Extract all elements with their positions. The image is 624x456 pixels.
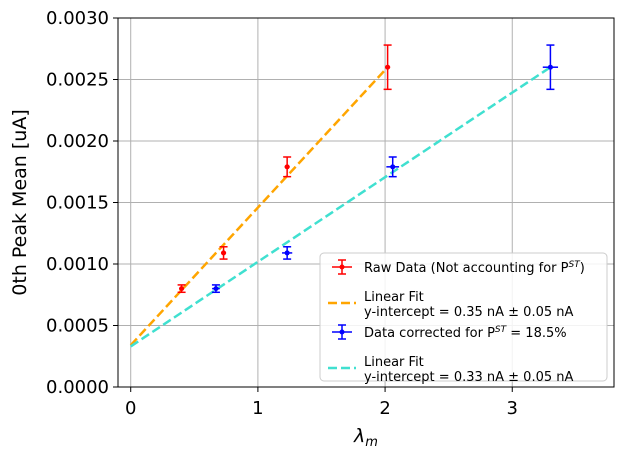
legend-marker-dot (339, 264, 345, 270)
point-marker (547, 64, 553, 70)
y-tick-label: 0.0020 (46, 131, 109, 152)
y-tick-label: 0.0025 (46, 70, 109, 91)
data-point (177, 284, 186, 294)
data-point (211, 284, 220, 294)
data-point (386, 156, 400, 178)
legend-entry-text: Raw Data (Not accounting for PST) (364, 260, 585, 276)
x-tick-label: 1 (252, 398, 263, 419)
legend-entry-suffix: = 18.5% (506, 326, 566, 341)
data-point (219, 246, 228, 260)
data-point (282, 246, 293, 260)
legend-fit-title: Linear Fit (364, 355, 424, 370)
legend-marker (332, 324, 352, 340)
x-tick-label: 0 (125, 398, 136, 419)
point-marker (213, 286, 219, 292)
x-tick-label: 3 (507, 398, 518, 419)
data-point (383, 44, 392, 91)
legend-entry-main: Data corrected for P (364, 326, 495, 341)
x-tick-label: 2 (379, 398, 390, 419)
legend-entry-main: Raw Data (Not accounting for P (364, 261, 569, 276)
legend-entry-text: Data corrected for PST = 18.5% (364, 325, 567, 341)
legend-fit-intercept: y-intercept = 0.33 nA ± 0.05 nA (364, 370, 573, 385)
legend-marker (332, 259, 352, 275)
legend-entry-superscript: ST (569, 260, 582, 270)
fit-lines (129, 66, 552, 348)
data-point (283, 156, 292, 178)
data-point (542, 44, 559, 91)
legend-box (319, 252, 608, 382)
ticks: 0 1 2 3 0.0000 0.0005 0.0010 0.0015 0.0020 0.0025… (46, 8, 518, 419)
legend-entry-superscript: ST (495, 325, 508, 335)
y-tick-label: 0.0005 (46, 316, 109, 337)
fit-line (130, 66, 552, 348)
y-axis-label: 0th Peak Mean [uA] (9, 109, 31, 295)
point-marker (221, 250, 227, 256)
point-marker (390, 164, 396, 170)
legend-fit-intercept: y-intercept = 0.35 nA ± 0.05 nA (364, 305, 573, 320)
legend: Raw Data (Not accounting for PST)Linear … (319, 252, 608, 385)
x-axis-label-subscript: m (365, 435, 378, 450)
fit-line (129, 66, 389, 347)
x-axis-label-main: λ (353, 425, 365, 447)
point-marker (284, 250, 290, 256)
y-tick-label: 0.0000 (46, 377, 109, 398)
y-tick-label: 0.0015 (46, 193, 109, 214)
y-tick-label: 0.0030 (46, 8, 109, 29)
legend-marker-dot (339, 329, 345, 335)
x-axis-label: λm (353, 425, 378, 450)
point-marker (179, 286, 185, 292)
point-marker (385, 64, 391, 70)
legend-entry-suffix: ) (580, 261, 585, 276)
y-tick-label: 0.0010 (46, 254, 109, 275)
legend-fit-title: Linear Fit (364, 290, 424, 305)
data-points (177, 44, 559, 294)
point-marker (284, 164, 290, 170)
